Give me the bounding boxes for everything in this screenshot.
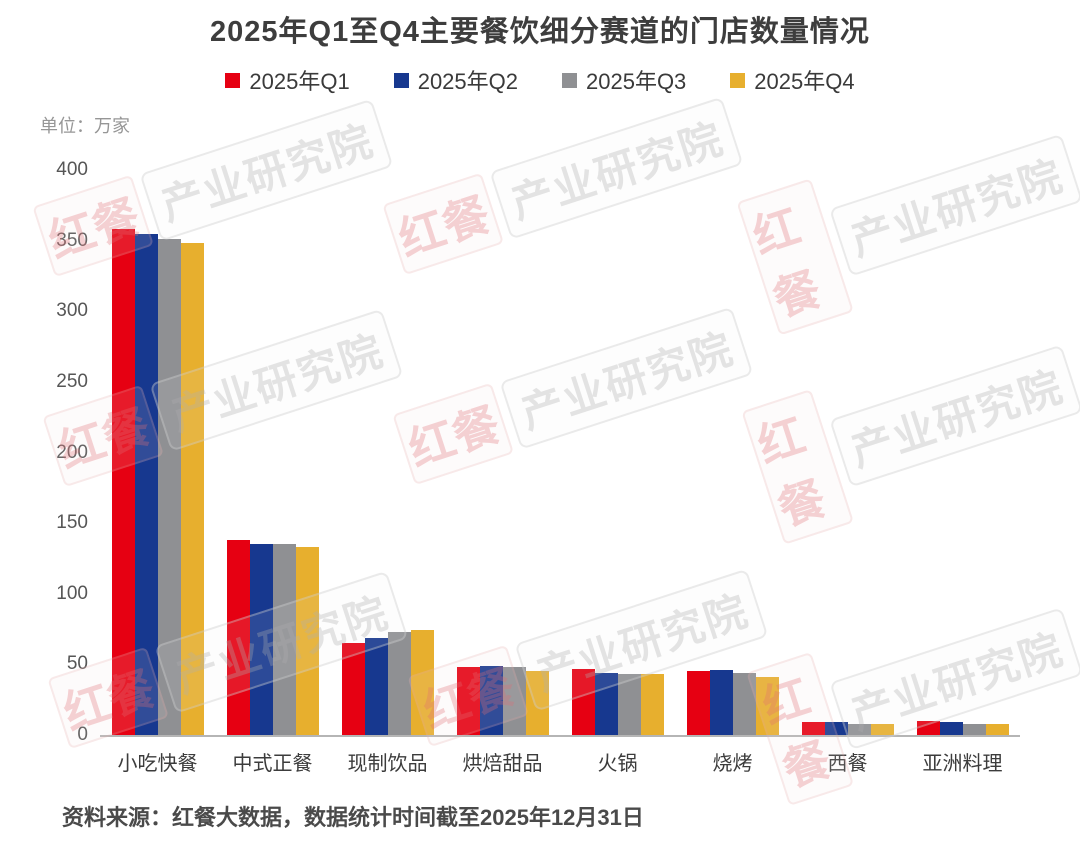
category-label: 亚洲料理 (922, 753, 1003, 775)
legend-item: 2025年Q2 (393, 64, 518, 96)
bar-group (675, 170, 790, 735)
bar (180, 243, 204, 735)
chart-title: 2025年Q1至Q4主要餐饮细分赛道的门店数量情况 (210, 16, 870, 48)
plot-area (100, 170, 1020, 737)
bar (594, 672, 618, 735)
bar (686, 671, 710, 735)
bar (801, 722, 825, 735)
unit-label: 单位：万家 (40, 116, 130, 136)
bar (479, 665, 503, 735)
y-tick-label: 250 (56, 370, 88, 392)
bar (226, 540, 250, 735)
category-label: 烧烤 (712, 753, 753, 775)
bar-group (330, 170, 445, 735)
category-label: 烘焙甜品 (462, 753, 543, 775)
bar (410, 630, 434, 735)
bar (341, 643, 365, 735)
y-tick-label: 400 (56, 159, 88, 180)
legend-item: 2025年Q1 (225, 64, 350, 96)
bar (571, 668, 595, 735)
y-tick-label: 200 (56, 441, 88, 463)
y-tick-label: 50 (66, 653, 88, 675)
y-tick-label: 300 (56, 300, 88, 322)
bar (709, 670, 733, 735)
category-label: 火锅 (597, 753, 638, 775)
legend: 2025年Q1 2025年Q2 2025年Q3 2025年Q4 (0, 64, 1080, 96)
bar (847, 723, 871, 735)
bar (939, 722, 963, 735)
bar (387, 631, 411, 735)
bar (134, 233, 158, 735)
bar-group (790, 170, 905, 735)
legend-item: 2025年Q3 (562, 64, 686, 96)
bar-group (100, 170, 215, 735)
bar (985, 723, 1009, 735)
y-tick-label: 0 (77, 724, 88, 745)
category-label: 小吃快餐 (117, 753, 198, 775)
legend-label: 2025年Q3 (586, 69, 687, 94)
category-label: 中式正餐 (232, 753, 313, 775)
y-tick-label: 100 (56, 582, 88, 604)
legend-swatch-icon (730, 72, 746, 88)
legend-label: 2025年Q4 (754, 69, 855, 94)
bar-group (560, 170, 675, 735)
bar (364, 637, 388, 735)
bar (640, 674, 664, 735)
bar (111, 229, 135, 735)
bar (870, 723, 894, 735)
bar (502, 667, 526, 735)
legend-swatch-icon (562, 72, 577, 88)
bar-group (445, 170, 560, 735)
bar (456, 667, 480, 735)
legend-swatch-icon (393, 72, 409, 88)
bar (525, 671, 549, 735)
bar (272, 544, 296, 735)
legend-label: 2025年Q1 (249, 69, 350, 94)
source-note: 资料来源：红餐大数据，数据统计时间截至2025年12月31日 (62, 805, 644, 830)
y-axis: 0 50 100 150 200 250 300 350 400 (0, 159, 88, 745)
y-tick-label: 150 (56, 512, 88, 534)
legend-item: 2025年Q4 (730, 64, 855, 96)
bar-group (905, 170, 1020, 735)
legend-swatch-icon (225, 72, 241, 88)
bar (295, 547, 319, 735)
bar (617, 674, 641, 735)
bar (157, 239, 181, 735)
category-label: 西餐 (827, 753, 868, 775)
bar (916, 720, 940, 735)
bar (249, 544, 273, 735)
y-tick-label: 350 (56, 229, 88, 251)
category-axis: 小吃快餐 中式正餐 现制饮品 烘焙甜品 火锅 烧烤 西餐 亚洲料理 (100, 747, 1020, 776)
bar (755, 677, 779, 735)
legend-label: 2025年Q2 (417, 69, 518, 94)
bar-group (215, 170, 330, 735)
category-label: 现制饮品 (347, 753, 428, 775)
bar (962, 723, 986, 735)
bar (732, 672, 756, 735)
bar (824, 722, 848, 735)
